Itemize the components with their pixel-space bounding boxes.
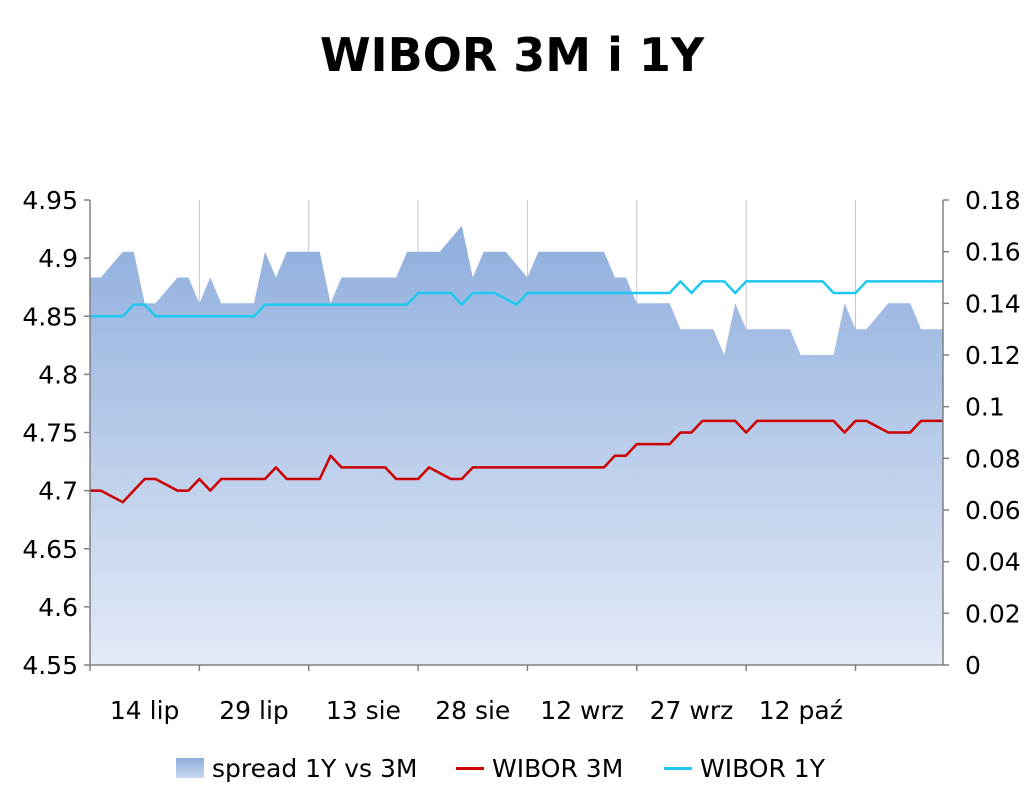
y-right-tick-label: 0.1 — [965, 393, 1005, 422]
y-right-tick-label: 0.06 — [965, 496, 1021, 525]
chart-title: WIBOR 3M i 1Y — [319, 28, 705, 82]
legend-item-spread: spread 1Y vs 3M — [176, 748, 418, 788]
series-line-wibor-3m — [90, 419, 943, 504]
y-left-tick-label: 4.6 — [38, 593, 78, 622]
legend-swatch-spread — [176, 758, 204, 778]
y-right-tick-label: 0 — [965, 651, 981, 680]
line-layer — [90, 280, 943, 504]
legend-label-wibor-1y: WIBOR 1Y — [700, 753, 825, 783]
x-tick-label: 27 wrz — [650, 696, 734, 725]
legend-swatch-wibor-1y — [664, 766, 692, 770]
legend-label-wibor-3m: WIBOR 3M — [492, 753, 624, 783]
legend: spread 1Y vs 3M WIBOR 3M WIBOR 1Y — [0, 748, 1024, 788]
area-layer — [90, 225, 943, 666]
label-layer: 4.55 4.6 4.65 4.7 4.75 4.8 4.85 4.9 4.95 0 0.02 0.0… — [22, 186, 1020, 725]
y-right-tick-label: 0.02 — [965, 599, 1021, 628]
y-left-tick-label: 4.85 — [22, 302, 78, 331]
y-left-tick-label: 4.55 — [22, 651, 78, 680]
x-tick-label: 12 wrz — [540, 696, 624, 725]
y-right-tick-label: 0.18 — [965, 186, 1021, 215]
series-line-wibor-1y — [90, 280, 943, 318]
y-right-tick-label: 0.08 — [965, 444, 1021, 473]
legend-item-wibor-1y: WIBOR 1Y — [664, 748, 825, 788]
y-left-tick-label: 4.65 — [22, 535, 78, 564]
y-left-tick-label: 4.8 — [38, 360, 78, 389]
legend-label-spread: spread 1Y vs 3M — [212, 753, 418, 783]
y-right-tick-label: 0.12 — [965, 341, 1021, 370]
x-tick-label: 13 sie — [326, 696, 401, 725]
x-tick-label: 28 sie — [435, 696, 510, 725]
y-left-tick-label: 4.95 — [22, 186, 78, 215]
axis-layer — [84, 199, 949, 671]
legend-item-wibor-3m: WIBOR 3M — [456, 748, 623, 788]
x-tick-label: 29 lip — [219, 696, 289, 725]
y-right-tick-label: 0.16 — [965, 238, 1021, 267]
y-right-tick-label: 0.04 — [965, 548, 1021, 577]
legend-swatch-wibor-3m — [456, 766, 484, 770]
y-left-tick-label: 4.7 — [38, 477, 78, 506]
y-left-tick-label: 4.9 — [38, 244, 78, 273]
series-area-spread — [90, 225, 943, 666]
y-left-tick-label: 4.75 — [22, 419, 78, 448]
x-tick-label: 14 lip — [110, 696, 180, 725]
y-right-tick-label: 0.14 — [965, 289, 1021, 318]
x-tick-label: 12 paź — [759, 696, 843, 725]
